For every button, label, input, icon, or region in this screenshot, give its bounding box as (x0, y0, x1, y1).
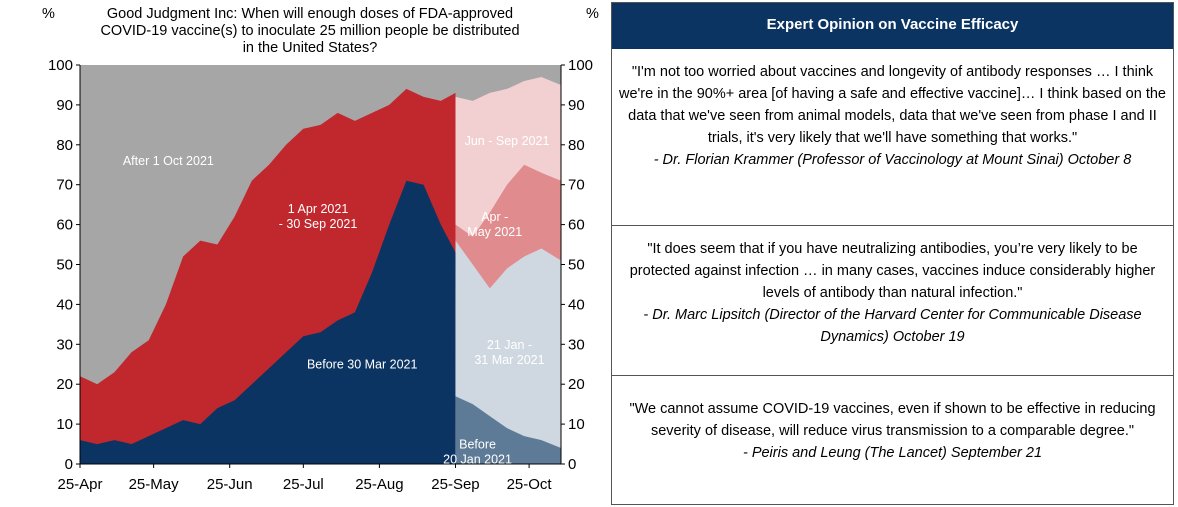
x-tick-label: 25-Jun (207, 476, 253, 493)
area-label: After 1 Oct 2021 (123, 154, 214, 168)
x-tick-label: 25-Sep (431, 476, 479, 493)
quote-block-peiris-leung: "We cannot assume COVID-19 vaccines, eve… (612, 375, 1173, 505)
y-tick-label-left: 90 (56, 97, 73, 114)
y-tick-label-right: 70 (568, 177, 585, 194)
quote-text: "I'm not too worried about vaccines and … (619, 64, 1166, 146)
quote-text: "It does seem that if you have neutraliz… (629, 241, 1156, 301)
area-label: - 30 Sep 2021 (279, 217, 358, 231)
y-tick-label-right: 60 (568, 217, 585, 234)
x-tick-label: 25-May (129, 476, 180, 493)
area-label: Jun - Sep 2021 (465, 134, 550, 148)
y-tick-label-left: 40 (56, 296, 73, 313)
expert-opinion-panel: Expert Opinion on Vaccine Efficacy "I'm … (611, 2, 1174, 505)
quote-source: - Peiris and Leung (The Lancet) Septembe… (742, 445, 1043, 461)
quote-text: "We cannot assume COVID-19 vaccines, eve… (629, 401, 1156, 439)
y-tick-label-right: 30 (568, 336, 585, 353)
area-label: 1 Apr 2021 (288, 202, 349, 216)
quote-block-krammer: "I'm not too worried about vaccines and … (612, 49, 1173, 225)
right-axis-unit: % (586, 6, 599, 22)
y-tick-label-left: 30 (56, 336, 73, 353)
chart-title-line-1: Good Judgment Inc: When will enough dose… (106, 6, 514, 22)
chart-title: Good Judgment Inc: When will enough dose… (60, 6, 560, 57)
y-tick-label-right: 40 (568, 296, 585, 313)
y-tick-label-left: 100 (48, 57, 73, 74)
y-tick-label-right: 50 (568, 257, 585, 274)
area-label: Before (459, 438, 496, 452)
area-label: May 2021 (467, 225, 522, 239)
area-21-jan-31-mar-2021 (455, 240, 561, 464)
area-label: Before 30 Mar 2021 (307, 357, 418, 371)
x-tick-label: 25-Apr (57, 476, 102, 493)
x-tick-label: 25-Aug (355, 476, 403, 493)
vaccine-forecast-chart: 0 0 10 10 20 20 30 30 40 40 50 50 60 60 70 70 80 80 90 90 10… (48, 57, 593, 493)
y-tick-label-right: 0 (568, 456, 576, 473)
y-tick-label-right: 20 (568, 376, 585, 393)
quote-source: - Dr. Florian Krammer (Professor of Vacc… (653, 152, 1132, 168)
x-tick-label: 25-Oct (507, 476, 553, 493)
x-tick-label: 25-Jul (283, 476, 324, 493)
y-tick-label-left: 10 (56, 416, 73, 433)
quote-block-lipsitch: "It does seem that if you have neutraliz… (612, 225, 1173, 375)
area-label: 20 Jan 2021 (443, 453, 512, 467)
chart-title-line-2: COVID-19 vaccine(s) to inoculate 25 mill… (100, 23, 520, 39)
area-label: 21 Jan - (487, 338, 532, 352)
y-tick-label-left: 0 (65, 456, 73, 473)
area-before-30-mar-2021 (80, 180, 456, 464)
y-tick-label-right: 10 (568, 416, 585, 433)
area-before-20-jan-2021 (455, 396, 561, 464)
y-tick-label-right: 80 (568, 137, 585, 154)
area-label: 31 Mar 2021 (474, 353, 544, 367)
y-tick-label-left: 70 (56, 177, 73, 194)
y-tick-label-right: 90 (568, 97, 585, 114)
y-tick-label-left: 80 (56, 137, 73, 154)
area-label: Apr - (481, 210, 508, 224)
panel-title: Expert Opinion on Vaccine Efficacy (612, 3, 1173, 49)
left-axis-unit: % (42, 6, 55, 22)
y-tick-label-left: 50 (56, 257, 73, 274)
chart-title-line-3: in the United States? (242, 40, 378, 56)
y-tick-label-right: 100 (568, 57, 593, 74)
y-tick-label-left: 60 (56, 217, 73, 234)
y-tick-label-left: 20 (56, 376, 73, 393)
quote-source: - Dr. Marc Lipsitch (Director of the Har… (643, 307, 1142, 345)
